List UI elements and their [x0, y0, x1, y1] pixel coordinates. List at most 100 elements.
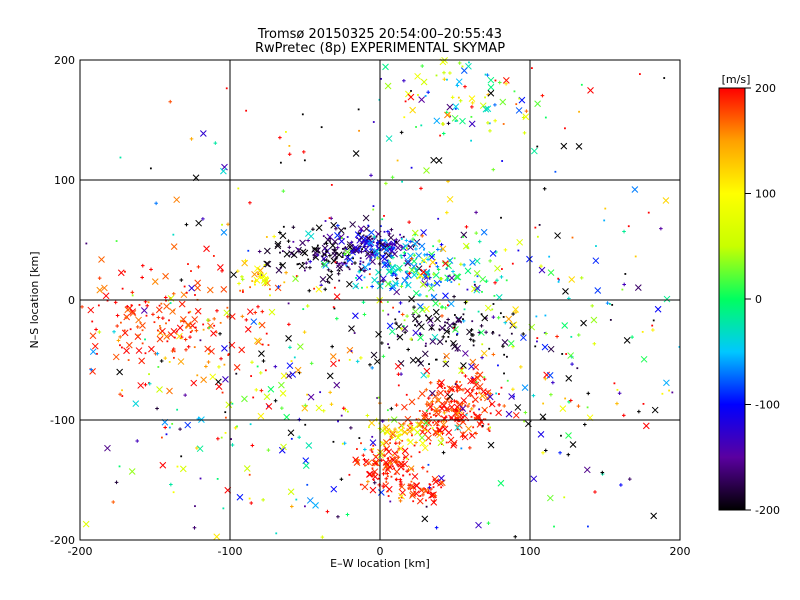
data-point [470, 415, 473, 418]
data-point [487, 390, 490, 393]
data-point [452, 294, 456, 299]
data-point [360, 442, 362, 445]
data-point [194, 307, 202, 315]
data-point [419, 332, 421, 335]
data-point [551, 380, 555, 385]
data-point [515, 107, 523, 114]
data-point [419, 263, 422, 265]
data-point [338, 269, 341, 272]
data-point [507, 340, 515, 347]
data-point [315, 404, 323, 412]
data-point [130, 304, 133, 307]
data-point [543, 376, 548, 381]
data-point [206, 286, 214, 294]
data-point [641, 330, 644, 333]
data-point [659, 226, 663, 231]
data-point [341, 237, 343, 239]
data-point [447, 300, 455, 308]
data-point [367, 242, 370, 245]
data-point [382, 439, 390, 446]
data-point [371, 435, 374, 438]
data-point [580, 83, 583, 86]
data-point [356, 237, 364, 244]
data-point [418, 276, 421, 279]
colorbar-tick-label: -200 [755, 504, 780, 517]
data-point [251, 280, 254, 282]
data-point [446, 103, 454, 111]
data-point [508, 393, 515, 400]
data-point [166, 340, 169, 343]
data-point [488, 122, 491, 125]
data-point [315, 285, 323, 293]
data-point [459, 405, 467, 412]
data-point [494, 79, 497, 82]
data-point [428, 380, 433, 385]
data-point [395, 430, 399, 434]
data-point [389, 500, 392, 503]
data-point [163, 356, 168, 360]
data-point [437, 439, 445, 447]
data-point [557, 277, 560, 280]
data-point [429, 389, 436, 397]
data-point [338, 279, 341, 282]
data-point [173, 196, 181, 204]
data-point [440, 401, 448, 409]
x-tick-label: 200 [670, 545, 691, 558]
data-point [369, 486, 377, 494]
data-point [148, 345, 155, 353]
data-point [564, 397, 567, 400]
data-point [441, 425, 449, 433]
data-point [384, 472, 387, 475]
data-point [453, 326, 456, 329]
data-point [457, 96, 460, 99]
data-point [395, 478, 397, 481]
data-point [432, 272, 436, 276]
data-point [431, 294, 433, 297]
data-point [497, 479, 505, 487]
data-point [385, 481, 388, 483]
data-point [375, 269, 382, 276]
data-point [471, 339, 476, 343]
data-point [313, 287, 316, 290]
data-point [230, 443, 235, 447]
data-point [421, 465, 425, 470]
data-point [407, 245, 410, 247]
data-point [432, 254, 435, 257]
data-point [249, 286, 252, 289]
data-point [425, 409, 428, 412]
data-point [96, 352, 98, 355]
data-point [444, 111, 451, 119]
data-point [423, 167, 430, 174]
data-point [452, 103, 460, 110]
data-point [417, 303, 424, 310]
data-point [215, 331, 218, 334]
data-point [121, 287, 124, 290]
data-point [501, 160, 504, 162]
data-point [135, 347, 143, 354]
data-point [400, 312, 405, 317]
data-point [418, 410, 421, 412]
data-point [172, 233, 175, 236]
data-point [306, 497, 314, 504]
data-point [384, 181, 388, 186]
data-point [473, 280, 476, 283]
data-point [275, 532, 278, 535]
data-point [455, 400, 460, 405]
data-point [479, 324, 484, 328]
data-point [287, 488, 295, 496]
data-point [587, 86, 594, 94]
data-point [336, 264, 344, 272]
data-point [395, 276, 399, 281]
data-point [468, 446, 472, 450]
data-point [483, 376, 486, 379]
data-point [440, 314, 444, 318]
data-point [495, 294, 503, 301]
data-point [320, 535, 325, 539]
data-point [562, 288, 569, 295]
data-point [404, 100, 407, 103]
data-point [383, 230, 386, 233]
data-point [389, 270, 394, 274]
data-point [324, 249, 329, 253]
data-point [592, 341, 597, 346]
data-point [221, 163, 228, 171]
